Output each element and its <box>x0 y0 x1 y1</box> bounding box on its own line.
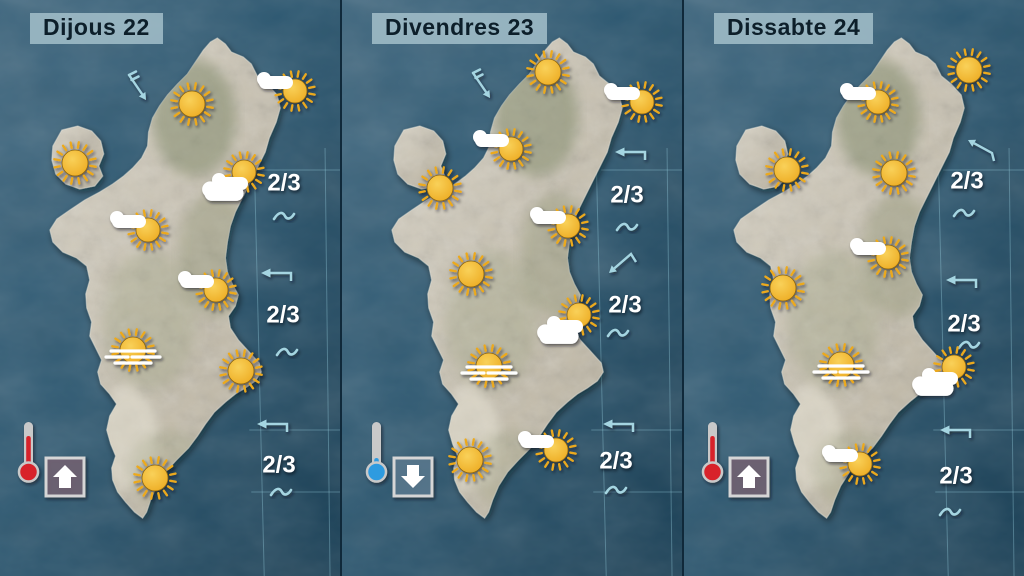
sun-behind-cloud-icon <box>110 209 169 251</box>
calm-sea-wave-icon <box>269 487 293 497</box>
weather-markers-layer: 2/3 2/3 2/3 <box>0 0 340 576</box>
wind-barb-arrow-icon <box>127 70 146 100</box>
sun-icon <box>872 151 916 195</box>
sun-icon <box>526 50 570 94</box>
calm-sea-wave-icon <box>957 340 981 350</box>
weather-markers-layer: 2/3 2/3 2/3 <box>684 0 1024 576</box>
wind-direction-arrow-icon <box>261 268 293 281</box>
sun-haze-icon <box>812 343 870 387</box>
sea-state-label: 2/3 <box>599 447 633 475</box>
temperature-rising-icon <box>701 422 770 498</box>
wind-direction-arrow-icon <box>615 147 647 160</box>
forecast-panel-day1: Dijous 22 2/3 2/3 2/3 <box>0 0 340 576</box>
panel-title: Divendres 23 <box>372 13 548 45</box>
sea-state-label: 2/3 <box>947 310 981 338</box>
wind-barb-arrow-icon <box>471 68 490 98</box>
sun-icon <box>765 148 809 192</box>
sun-icon <box>133 456 177 500</box>
weather-markers-layer: 2/3 2/3 2/3 <box>342 0 682 576</box>
wind-direction-arrow-icon <box>603 419 635 432</box>
sun-icon <box>448 438 492 482</box>
sea-state-label: 2/3 <box>610 181 644 209</box>
wind-direction-arrow-icon <box>946 275 978 288</box>
sun-haze-icon <box>460 344 518 388</box>
calm-sea-wave-icon <box>606 328 630 338</box>
calm-sea-wave-icon <box>615 222 639 232</box>
sun-behind-cloud-icon <box>840 81 899 123</box>
panel-title: Dijous 22 <box>30 13 163 45</box>
calm-sea-wave-icon <box>952 208 976 218</box>
wind-direction-arrow-icon <box>968 139 996 162</box>
sun-icon <box>219 349 263 393</box>
sea-state-label: 2/3 <box>267 169 301 197</box>
sun-with-clouds-icon <box>912 346 975 396</box>
sun-icon <box>449 252 493 296</box>
calm-sea-wave-icon <box>275 347 299 357</box>
sea-state-label: 2/3 <box>608 291 642 319</box>
forecast-panel-day2: Divendres 23 2/3 2/3 2/3 <box>342 0 682 576</box>
calm-sea-wave-icon <box>938 507 962 517</box>
sun-with-clouds-icon <box>202 151 265 201</box>
sun-behind-cloud-icon <box>473 128 532 170</box>
sun-behind-cloud-icon <box>822 443 881 485</box>
sea-state-label: 2/3 <box>939 462 973 490</box>
wind-direction-arrow-icon <box>257 419 289 432</box>
sun-behind-cloud-icon <box>850 236 909 278</box>
wind-direction-arrow-icon <box>609 252 638 273</box>
calm-sea-wave-icon <box>604 485 628 495</box>
sea-state-label: 2/3 <box>950 167 984 195</box>
temperature-falling-icon <box>365 422 434 498</box>
forecast-panel-day3: Dissabte 24 2/3 2/3 2/3 <box>684 0 1024 576</box>
panel-title: Dissabte 24 <box>714 13 874 45</box>
sun-icon <box>170 82 214 126</box>
sun-icon <box>947 48 991 92</box>
sun-behind-cloud-icon <box>178 269 237 311</box>
sun-with-clouds-icon <box>537 294 600 344</box>
sun-icon <box>53 141 97 185</box>
sun-behind-cloud-icon <box>518 429 577 471</box>
sun-icon <box>761 266 805 310</box>
calm-sea-wave-icon <box>272 211 296 221</box>
sun-icon <box>418 166 462 210</box>
sun-haze-icon <box>104 328 162 372</box>
sun-behind-cloud-icon <box>604 81 663 123</box>
sun-behind-cloud-icon <box>530 205 589 247</box>
sea-state-label: 2/3 <box>262 451 296 479</box>
temperature-rising-icon <box>17 422 86 498</box>
wind-direction-arrow-icon <box>940 425 972 438</box>
sea-state-label: 2/3 <box>266 301 300 329</box>
sun-behind-cloud-icon <box>257 70 316 112</box>
